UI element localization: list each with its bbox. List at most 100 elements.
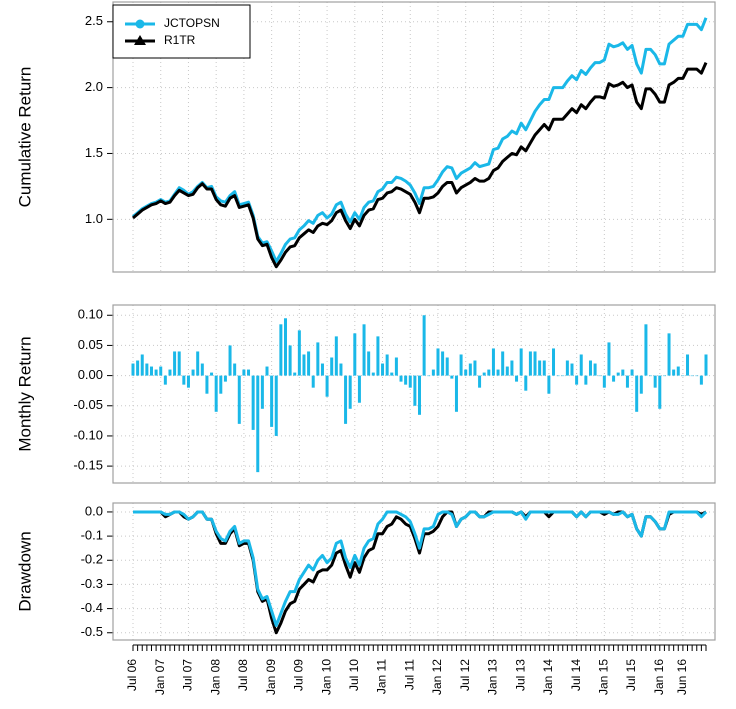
x-tick-label: Jan 11 — [375, 659, 389, 694]
y-tick-label: 1.5 — [85, 145, 103, 160]
bar — [251, 375, 255, 430]
bar — [283, 318, 287, 376]
y-tick-label: 2.5 — [85, 13, 103, 28]
series-line — [132, 61, 708, 269]
legend-box — [112, 4, 251, 59]
legend-marker — [135, 19, 145, 29]
bar — [454, 375, 458, 412]
bar — [219, 375, 223, 394]
y-axis-title: Monthly Return — [15, 336, 34, 451]
bar — [528, 351, 532, 376]
bar — [501, 351, 505, 376]
bar — [524, 375, 528, 391]
bar — [552, 348, 556, 376]
y-tick-label: -0.10 — [73, 427, 103, 442]
bar — [307, 351, 311, 376]
bar — [136, 360, 140, 376]
bar — [173, 351, 177, 376]
bar — [320, 363, 324, 376]
x-tick-label: Jan 12 — [430, 659, 444, 695]
y-tick-label: 0.10 — [78, 307, 103, 322]
bar — [325, 375, 329, 397]
bar — [468, 363, 472, 376]
bar — [339, 363, 343, 376]
bar — [394, 357, 398, 376]
y-tick-label: 0.0 — [85, 503, 103, 518]
bar — [140, 354, 144, 376]
y-tick-label: -0.05 — [73, 397, 103, 412]
bar — [588, 360, 592, 376]
bar — [676, 366, 680, 376]
bar — [265, 366, 269, 376]
x-tick-label: Jan 07 — [153, 659, 167, 695]
bar — [667, 333, 671, 376]
bar — [547, 375, 551, 394]
bar — [473, 360, 477, 376]
bar — [237, 375, 241, 424]
bar — [556, 375, 560, 377]
bar — [214, 375, 218, 412]
bar — [233, 363, 237, 376]
bar — [662, 375, 666, 377]
bar — [288, 345, 292, 376]
bar — [242, 369, 246, 376]
bar — [316, 342, 320, 376]
bar — [464, 369, 468, 376]
y-tick-label: 1.0 — [85, 211, 103, 226]
bar — [649, 375, 653, 377]
bar — [672, 369, 676, 376]
x-tick-label: Jul 13 — [513, 659, 527, 691]
x-tick-label: Jun 16 — [675, 659, 689, 695]
bar — [205, 375, 209, 394]
bar — [445, 357, 449, 376]
legend-label: JCTOPSN — [164, 16, 220, 30]
bar — [510, 360, 514, 376]
x-tick-label: Jul 12 — [458, 659, 472, 691]
bar — [635, 375, 639, 412]
bar — [491, 348, 495, 376]
x-tick-label: Jul 11 — [402, 659, 416, 690]
bar — [686, 354, 690, 376]
bar — [367, 351, 371, 376]
x-tick-label: Jan 14 — [541, 659, 555, 695]
bar — [561, 375, 565, 377]
bar — [381, 363, 385, 376]
bar — [422, 315, 426, 376]
bar — [200, 363, 204, 376]
bar — [279, 324, 283, 376]
bar — [653, 375, 657, 388]
bar — [602, 375, 606, 388]
bar — [584, 375, 588, 385]
bar — [533, 351, 537, 376]
bar — [390, 372, 394, 376]
y-tick-label: 0.05 — [78, 337, 103, 352]
x-tick-label: Jul 10 — [347, 659, 361, 691]
bar — [210, 372, 214, 376]
x-tick-label: Jul 07 — [181, 659, 195, 691]
x-tick-label: Jan 16 — [652, 659, 666, 695]
y-axis-title: Cumulative Return — [15, 67, 34, 208]
series-line — [132, 17, 708, 263]
bar — [293, 372, 297, 376]
bar — [695, 375, 699, 377]
x-tick-label: Jul 09 — [292, 659, 306, 691]
bar — [478, 375, 482, 388]
y-tick-label: -0.1 — [81, 528, 103, 543]
legend-marker — [134, 35, 146, 45]
bar — [186, 375, 190, 388]
bar — [385, 354, 389, 376]
bar — [431, 369, 435, 376]
bar — [704, 354, 708, 376]
bar — [441, 351, 445, 376]
y-tick-label: 0.00 — [78, 367, 103, 382]
bar — [630, 369, 634, 376]
bar — [163, 375, 167, 385]
bar — [311, 375, 315, 388]
bar — [182, 375, 186, 385]
bar — [376, 336, 380, 376]
bar — [399, 375, 403, 382]
bar — [607, 342, 611, 376]
bar — [542, 360, 546, 376]
bar — [334, 336, 338, 376]
